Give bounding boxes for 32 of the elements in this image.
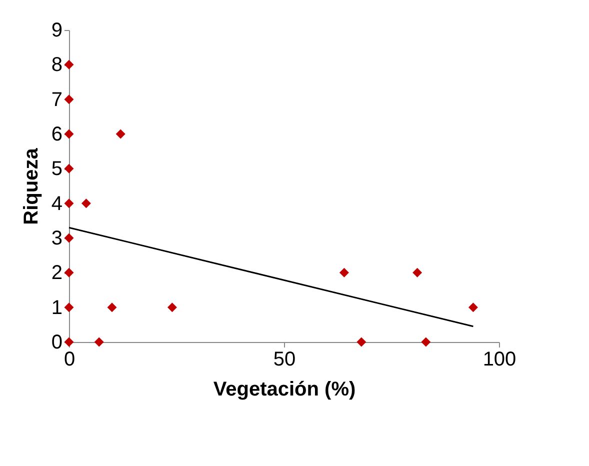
x-tick-label: 50 xyxy=(273,348,296,370)
point xyxy=(468,302,478,312)
y-tick-label: 5 xyxy=(51,158,62,180)
point xyxy=(81,198,91,208)
x-axis-title: Vegetación (%) xyxy=(213,378,356,400)
y-tick-label: 9 xyxy=(51,20,62,42)
point xyxy=(412,268,422,278)
point xyxy=(64,94,74,104)
point xyxy=(356,337,366,347)
x-tick-label: 100 xyxy=(482,348,516,370)
y-tick-label: 8 xyxy=(51,54,62,76)
point xyxy=(64,268,74,278)
y-tick-label: 3 xyxy=(51,228,62,250)
y-tick-label: 2 xyxy=(51,262,62,284)
point xyxy=(64,60,74,70)
point xyxy=(64,233,74,243)
point xyxy=(107,302,117,312)
point xyxy=(64,198,74,208)
point xyxy=(64,129,74,139)
point xyxy=(167,302,177,312)
point xyxy=(64,302,74,312)
point xyxy=(64,164,74,174)
point xyxy=(94,337,104,347)
point xyxy=(339,268,349,278)
y-tick-label: 0 xyxy=(51,332,62,354)
y-tick-label: 6 xyxy=(51,124,62,146)
y-tick-label: 1 xyxy=(51,296,62,319)
y-tick-label: 4 xyxy=(51,192,62,215)
point xyxy=(421,337,431,347)
point xyxy=(116,129,126,139)
y-axis-title: Riqueza xyxy=(20,147,42,225)
y-tick-label: 7 xyxy=(51,88,62,111)
